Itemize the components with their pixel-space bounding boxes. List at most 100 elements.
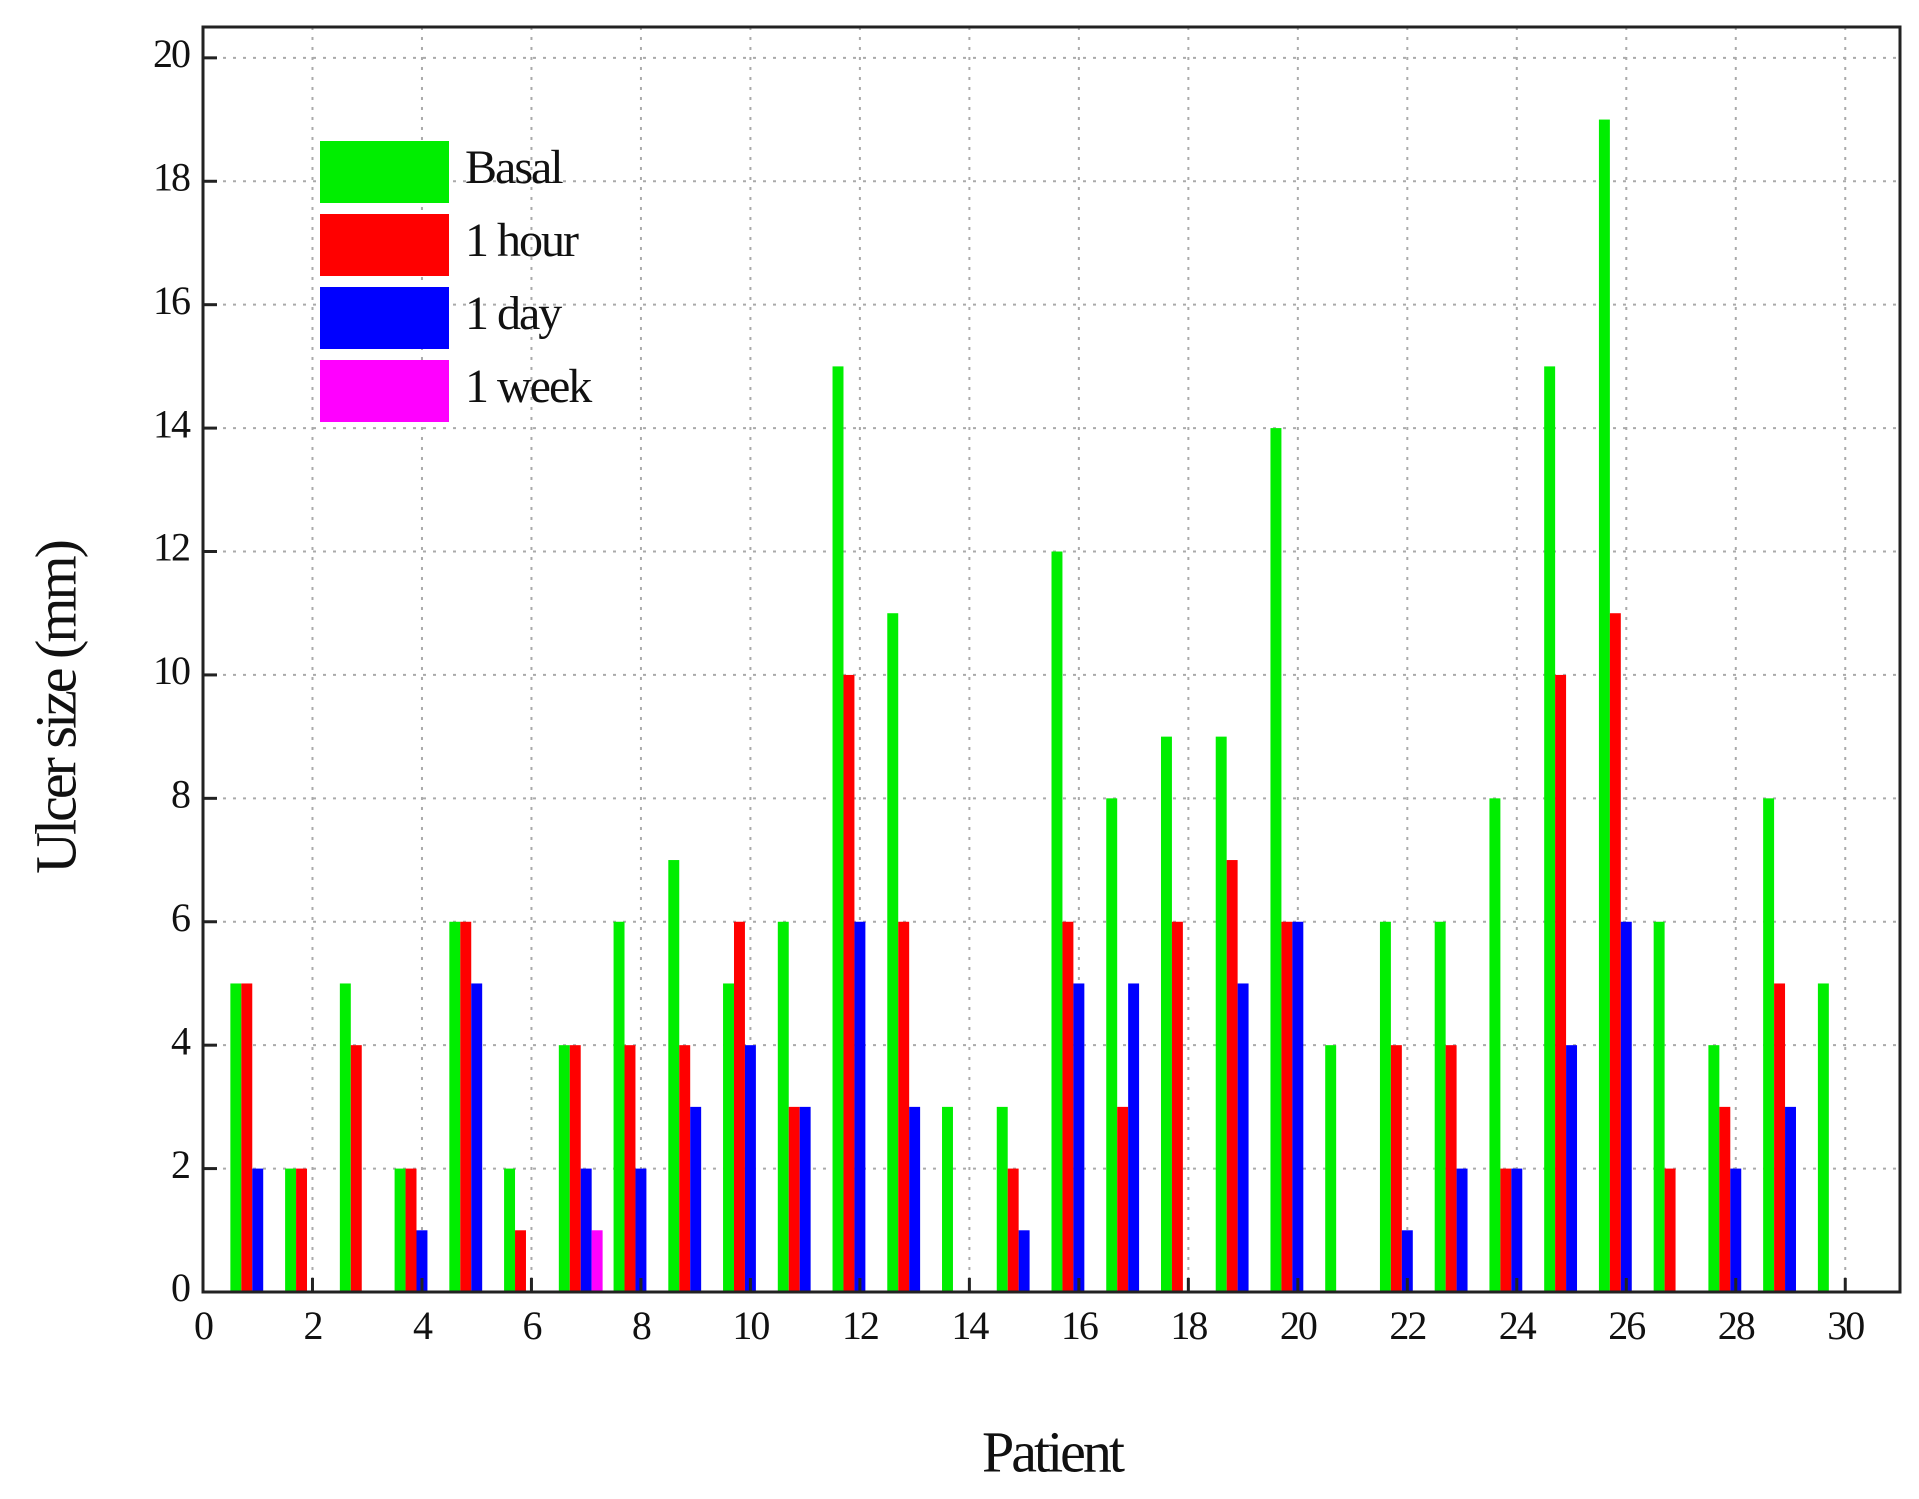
bar	[504, 1168, 516, 1292]
bar	[241, 983, 253, 1292]
x-tick-label: 30	[1827, 1303, 1864, 1348]
y-tick-label: 0	[171, 1265, 190, 1310]
bars	[230, 119, 1829, 1293]
bar	[898, 921, 910, 1292]
bar	[416, 1230, 428, 1292]
y-axis-label: Ulcer size (mm)	[23, 541, 88, 874]
bar	[744, 1045, 756, 1292]
x-tick-label: 22	[1389, 1303, 1425, 1348]
y-tick-label: 12	[153, 525, 189, 570]
x-tick-label: 6	[522, 1303, 541, 1348]
legend-swatch	[320, 287, 449, 349]
x-tick-label: 12	[842, 1303, 878, 1348]
x-axis-label: Patient	[982, 1419, 1125, 1484]
bar	[252, 1168, 264, 1292]
bar	[1117, 1106, 1129, 1292]
bar	[1489, 798, 1501, 1292]
bar	[580, 1168, 592, 1292]
legend-swatch	[320, 214, 449, 276]
bar	[1653, 921, 1665, 1292]
y-tick-label: 14	[153, 401, 191, 446]
bar	[1160, 736, 1172, 1292]
legend: Basal 1 hour 1 day 1 week	[320, 141, 594, 422]
bar	[1171, 921, 1183, 1292]
x-tick-label: 16	[1061, 1303, 1098, 1348]
bar	[1379, 921, 1391, 1292]
bar	[1445, 1045, 1457, 1292]
bar	[350, 1045, 362, 1292]
bar	[1215, 736, 1227, 1292]
bar	[613, 921, 625, 1292]
x-tick-label: 0	[194, 1303, 213, 1348]
bar	[690, 1106, 702, 1292]
bar	[1292, 921, 1304, 1292]
x-tick-label: 14	[951, 1303, 989, 1348]
bar	[1434, 921, 1446, 1292]
bar	[799, 1106, 811, 1292]
bar	[230, 983, 242, 1292]
legend-label: 1 hour	[465, 214, 579, 267]
y-tick-label: 16	[153, 278, 190, 323]
bar	[1456, 1168, 1468, 1292]
bar	[1664, 1168, 1676, 1292]
bar	[1062, 921, 1074, 1292]
y-tick-label: 18	[153, 154, 190, 199]
x-tick-label: 8	[632, 1303, 651, 1348]
plot-frame	[201, 25, 1902, 1294]
bar	[1511, 1168, 1523, 1292]
bar	[1817, 983, 1829, 1292]
legend-swatch	[320, 141, 449, 203]
bar	[832, 366, 844, 1292]
bar	[996, 1106, 1008, 1292]
bar	[1609, 613, 1621, 1292]
bar	[449, 921, 461, 1292]
bar	[1018, 1230, 1030, 1292]
bar	[942, 1106, 953, 1292]
x-tick-label: 20	[1280, 1303, 1317, 1348]
x-tick-label: 26	[1608, 1303, 1645, 1348]
x-tick-label: 2	[303, 1303, 321, 1348]
bar	[394, 1168, 406, 1292]
bar	[723, 983, 734, 1292]
bar	[1719, 1106, 1731, 1292]
bar	[1051, 551, 1063, 1292]
bar	[1544, 366, 1556, 1292]
bar	[471, 983, 483, 1292]
legend-label: Basal	[465, 141, 563, 194]
legend-label: 1 week	[465, 360, 592, 413]
bar	[843, 674, 855, 1292]
bar	[1620, 921, 1632, 1292]
bar	[1730, 1168, 1742, 1292]
bar	[1237, 983, 1249, 1292]
bar	[1774, 983, 1786, 1292]
bar	[733, 921, 745, 1292]
y-tick-label: 4	[171, 1018, 191, 1063]
bar	[1500, 1168, 1512, 1292]
bar	[1708, 1045, 1720, 1292]
bar	[460, 921, 472, 1292]
y-tick-label: 6	[171, 895, 190, 940]
bar	[296, 1168, 308, 1292]
bar	[515, 1230, 526, 1292]
x-tick-label: 24	[1499, 1303, 1537, 1348]
bar	[635, 1168, 647, 1292]
bar	[1785, 1106, 1796, 1292]
bar	[1401, 1230, 1413, 1292]
y-tick-label: 20	[153, 31, 190, 76]
bar	[679, 1045, 691, 1292]
bar	[1073, 983, 1085, 1292]
bar	[1566, 1045, 1578, 1292]
bar	[558, 1045, 570, 1292]
bar	[1128, 983, 1140, 1292]
bar	[339, 983, 351, 1292]
bar	[1106, 798, 1118, 1292]
bar	[591, 1230, 603, 1292]
bar	[788, 1106, 800, 1292]
bar	[1763, 798, 1775, 1292]
y-tick-label: 2	[171, 1142, 189, 1187]
bar	[624, 1045, 636, 1292]
bar	[1598, 119, 1610, 1292]
bar	[777, 921, 789, 1292]
y-tick-label: 8	[171, 772, 190, 817]
